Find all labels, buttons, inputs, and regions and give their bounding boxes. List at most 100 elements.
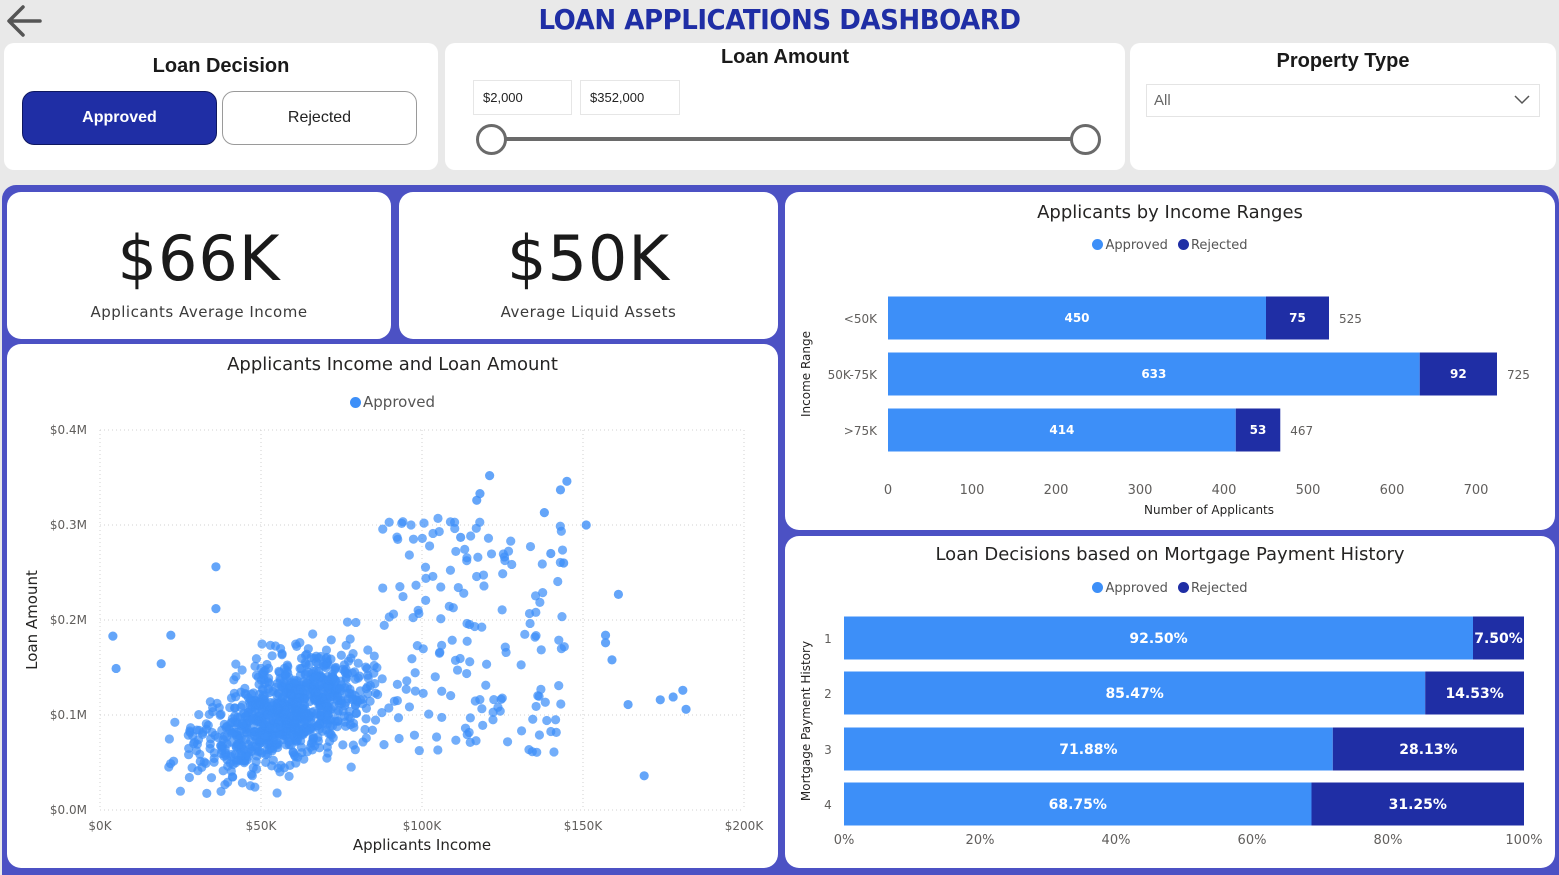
scatter-point (402, 676, 412, 686)
category-label: >75K (844, 424, 878, 438)
scatter-point (311, 671, 321, 681)
scatter-point (194, 710, 204, 720)
scatter-point (322, 681, 333, 692)
scatter-point (287, 701, 298, 711)
scatter-point (452, 665, 463, 675)
scatter-point (436, 614, 446, 624)
y-axis-label: Mortgage Payment History (799, 641, 813, 801)
approved-button[interactable]: Approved (22, 91, 217, 145)
scatter-legend: Approved (7, 393, 778, 411)
scatter-point (377, 674, 387, 684)
scatter-point (478, 570, 489, 580)
scatter-point (184, 743, 194, 753)
scatter-point (245, 781, 255, 791)
bar-rejected (1266, 296, 1329, 340)
scatter-point (549, 747, 559, 757)
scatter-point (346, 653, 356, 663)
loan-amount-slider-max-handle[interactable] (1070, 124, 1101, 155)
category-label: 1 (824, 632, 832, 646)
chevron-down-icon (1514, 95, 1530, 105)
y-tick-label: $0.4M (50, 423, 87, 437)
scatter-point (478, 720, 488, 730)
scatter-point (257, 639, 267, 649)
kpi-assets-value: $50K (507, 222, 670, 295)
scatter-point (322, 652, 332, 663)
scatter-point (527, 747, 537, 757)
scatter-point (483, 533, 494, 543)
scatter-point (455, 653, 465, 664)
scatter-point (336, 698, 347, 709)
scatter-point (430, 672, 440, 682)
scatter-point (398, 517, 408, 527)
scatter-point (289, 678, 299, 688)
back-arrow-icon[interactable] (4, 2, 44, 40)
scatter-point (234, 739, 244, 749)
scatter-point (477, 704, 487, 714)
scatter-point (276, 760, 286, 771)
bar-rejected (1419, 352, 1497, 396)
scatter-point (384, 703, 394, 713)
scatter-point (361, 733, 371, 743)
loan-amount-slider-min-handle[interactable] (476, 124, 507, 155)
scatter-point (408, 534, 419, 544)
scatter-point (278, 692, 288, 702)
scatter-point (503, 546, 514, 556)
scatter-point (293, 752, 303, 762)
bar-rejected (1425, 671, 1524, 715)
rejected-button[interactable]: Rejected (222, 91, 417, 145)
scatter-point (535, 597, 545, 607)
property-type-dropdown[interactable]: All (1146, 84, 1540, 117)
scatter-point (313, 732, 323, 742)
scatter-point (406, 520, 416, 530)
bar-rejected (1311, 782, 1524, 826)
scatter-point (164, 734, 174, 744)
scatter-point (411, 580, 421, 590)
legend-approved: Approved (1092, 581, 1168, 596)
loan-amount-min-input[interactable]: $2,000 (473, 80, 572, 115)
scatter-point (475, 695, 485, 705)
scatter-point (581, 520, 591, 530)
category-label: 2 (824, 687, 832, 701)
scatter-point (475, 517, 485, 527)
scatter-point (296, 684, 306, 695)
scatter-point (536, 684, 546, 695)
scatter-point (284, 771, 294, 781)
scatter-point (305, 724, 315, 735)
scatter-point (237, 778, 247, 788)
scatter-point (538, 588, 548, 598)
scatter-point (370, 715, 381, 725)
scatter-point (437, 640, 447, 650)
scatter-point (294, 693, 304, 703)
mortgage-history-chart: 92.50% 7.50% 1 85.47% 14.53% 2 71.88% 28.13% 3 68… (799, 616, 1543, 848)
x-tick-label: 80% (1374, 833, 1403, 848)
scatter-point (346, 762, 356, 772)
data-label-approved: 414 (1049, 423, 1074, 437)
scatter-point (398, 591, 408, 602)
data-label-approved: 71.88% (1059, 742, 1117, 758)
scatter-point (462, 636, 472, 646)
scatter-point (623, 699, 633, 710)
scatter-point (267, 761, 277, 771)
scatter-point (308, 629, 318, 639)
bar-approved (888, 408, 1236, 452)
x-tick-label: $200K (725, 819, 765, 833)
loan-amount-slider-track[interactable] (491, 137, 1085, 141)
x-tick-label: 700 (1464, 483, 1489, 498)
scatter-point (421, 595, 431, 606)
scatter-point (525, 618, 535, 629)
scatter-point (272, 704, 283, 715)
scatter-point (318, 660, 328, 670)
scatter-point (322, 705, 333, 716)
scatter-point (404, 702, 415, 712)
x-tick-label: 300 (1128, 483, 1153, 498)
scatter-point (394, 733, 404, 744)
scatter-point (373, 689, 383, 700)
scatter-point (312, 708, 322, 719)
scatter-point (308, 686, 318, 697)
y-axis-label: Income Range (799, 331, 813, 417)
scatter-point (238, 718, 248, 729)
scatter-point (465, 657, 475, 667)
scatter-point (437, 712, 447, 723)
loan-amount-max-input[interactable]: $352,000 (580, 80, 680, 115)
scatter-point (281, 723, 291, 733)
